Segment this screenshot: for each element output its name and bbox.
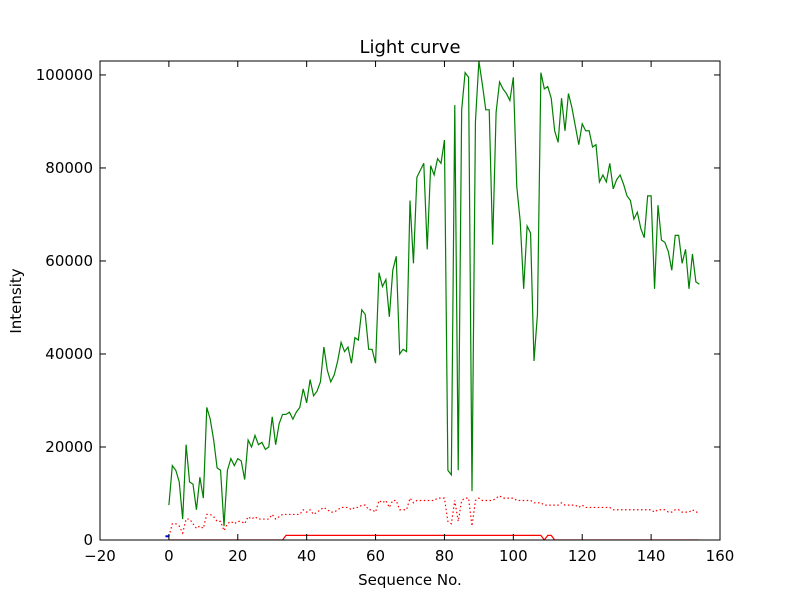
y-axis-label: Intensity — [7, 268, 25, 333]
y-tick-label: 20000 — [45, 438, 93, 456]
y-tick-label: 60000 — [45, 252, 93, 270]
series-line-2-red-dotted — [168, 495, 700, 537]
y-tick-label: 80000 — [45, 159, 93, 177]
x-tick-label: 120 — [568, 547, 597, 565]
chart-title: Light curve — [359, 37, 460, 58]
series-line-3-red-solid — [168, 534, 700, 540]
x-tick-label: 20 — [228, 547, 247, 565]
x-tick-label: 100 — [499, 547, 528, 565]
x-tick-label: 60 — [366, 547, 385, 565]
x-tick-label: 80 — [435, 547, 454, 565]
plot-frame — [99, 60, 721, 541]
x-tick-label: 0 — [164, 547, 174, 565]
x-tick-label: 40 — [297, 547, 316, 565]
x-tick-label: 160 — [706, 547, 735, 565]
y-tick-label: 0 — [83, 531, 93, 549]
y-tick-label: 100000 — [36, 66, 93, 84]
axis-ticks: −20 0 20 40 60 80 100 120 140 1600200004000060000… — [36, 61, 735, 565]
plot-area — [165, 60, 700, 540]
x-tick-label: 140 — [637, 547, 666, 565]
x-axis-label: Sequence No. — [358, 571, 462, 589]
x-tick-label: −20 — [84, 547, 116, 565]
series-line-1-green-solid — [168, 60, 700, 527]
y-tick-label: 40000 — [45, 345, 93, 363]
